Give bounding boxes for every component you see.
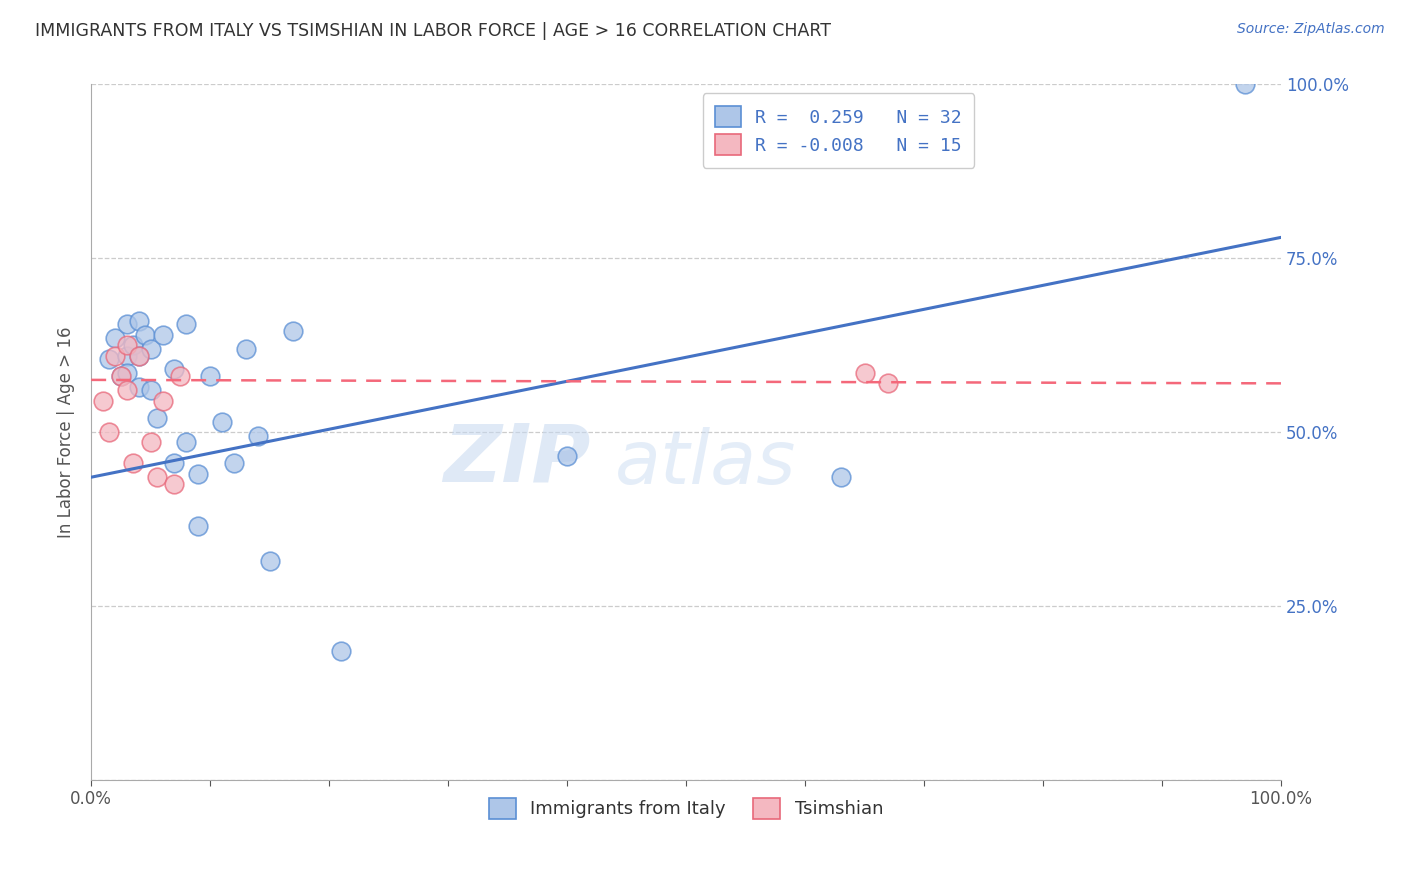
Point (91, 393, 114, 408)
Point (145, 470, 167, 484)
Point (115, 384, 138, 398)
Point (121, 338, 143, 352)
Point (115, 366, 138, 380)
Point (877, 376, 900, 391)
Point (259, 554, 281, 568)
Point (104, 349, 127, 363)
Point (152, 393, 174, 408)
Point (98, 352, 121, 367)
Point (163, 362, 186, 376)
Point (104, 331, 127, 345)
Point (211, 415, 233, 429)
Point (152, 327, 174, 342)
Point (115, 318, 138, 332)
Point (163, 456, 186, 470)
Point (128, 380, 150, 394)
Point (830, 470, 852, 484)
Point (222, 456, 245, 470)
Point (115, 349, 138, 363)
Point (176, 435, 198, 450)
Point (110, 369, 132, 384)
Point (176, 318, 198, 332)
Point (283, 324, 305, 338)
Point (121, 456, 143, 470)
Point (145, 411, 167, 425)
Point (555, 450, 578, 464)
Point (134, 327, 156, 342)
Point (128, 314, 150, 328)
Point (187, 519, 209, 533)
Point (139, 342, 162, 356)
Point (1234, 78, 1257, 92)
Point (853, 366, 876, 380)
Point (330, 644, 353, 658)
Text: IMMIGRANTS FROM ITALY VS TSIMSHIAN IN LABOR FORCE | AGE > 16 CORRELATION CHART: IMMIGRANTS FROM ITALY VS TSIMSHIAN IN LA… (35, 22, 831, 40)
Point (198, 369, 221, 384)
Point (98, 425, 121, 439)
Point (169, 369, 191, 384)
Y-axis label: In Labor Force | Age > 16: In Labor Force | Age > 16 (58, 326, 75, 538)
Point (163, 477, 186, 491)
Point (110, 369, 132, 384)
Text: ZIP: ZIP (443, 421, 591, 499)
Point (128, 349, 150, 363)
Point (246, 428, 269, 442)
Text: atlas: atlas (614, 427, 796, 500)
Point (187, 467, 209, 481)
Point (139, 384, 162, 398)
Legend: Immigrants from Italy, Tsimshian: Immigrants from Italy, Tsimshian (474, 783, 897, 833)
Point (139, 435, 162, 450)
Point (115, 338, 138, 352)
Text: Source: ZipAtlas.com: Source: ZipAtlas.com (1237, 22, 1385, 37)
Point (128, 349, 150, 363)
Point (235, 342, 257, 356)
